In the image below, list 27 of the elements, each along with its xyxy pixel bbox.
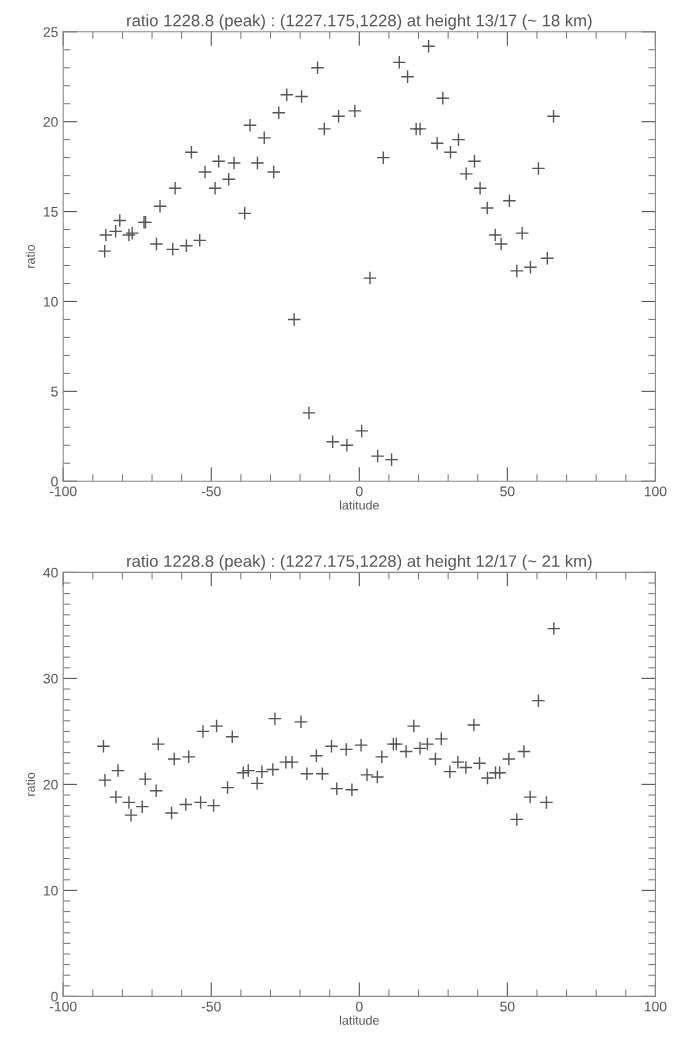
x-tick-label: -100 xyxy=(49,486,77,497)
y-tick-label: 40 xyxy=(43,567,58,578)
x-tick-label: 0 xyxy=(355,486,363,497)
y-axis-title: ratio xyxy=(25,772,35,796)
x-tick-label: 50 xyxy=(500,486,515,497)
x-tick-label: 50 xyxy=(500,1001,515,1012)
x-tick-label: -50 xyxy=(201,486,221,497)
y-tick-label: 30 xyxy=(43,673,58,684)
y-tick-label: 15 xyxy=(43,207,58,217)
x-tick-label: 0 xyxy=(355,1001,363,1012)
y-axis-title: ratio xyxy=(25,244,35,268)
y-tick-label: 20 xyxy=(43,779,58,790)
x-tick-label: -100 xyxy=(49,1001,77,1012)
x-axis-title: latitude xyxy=(339,500,379,510)
y-tick-label: 10 xyxy=(43,885,58,896)
x-tick-label: -50 xyxy=(201,1001,221,1012)
y-tick-label: 25 xyxy=(43,27,58,37)
chart-title: ratio 1228.8 (peak) : (1227.175,1228) at height 13/17 (~ 18 km) xyxy=(127,14,592,30)
y-tick-label: 0 xyxy=(51,991,58,1002)
y-tick-label: 5 xyxy=(51,386,58,397)
x-axis-title: latitude xyxy=(339,1015,379,1025)
x-tick-label: 100 xyxy=(644,1001,667,1012)
y-tick-label: 0 xyxy=(51,476,58,487)
y-tick-label: 20 xyxy=(43,117,58,127)
y-tick-label: 10 xyxy=(43,296,58,307)
x-tick-label: 100 xyxy=(644,486,667,497)
chart-title: ratio 1228.8 (peak) : (1227.175,1228) at height 12/17 (~ 21 km) xyxy=(127,554,592,571)
